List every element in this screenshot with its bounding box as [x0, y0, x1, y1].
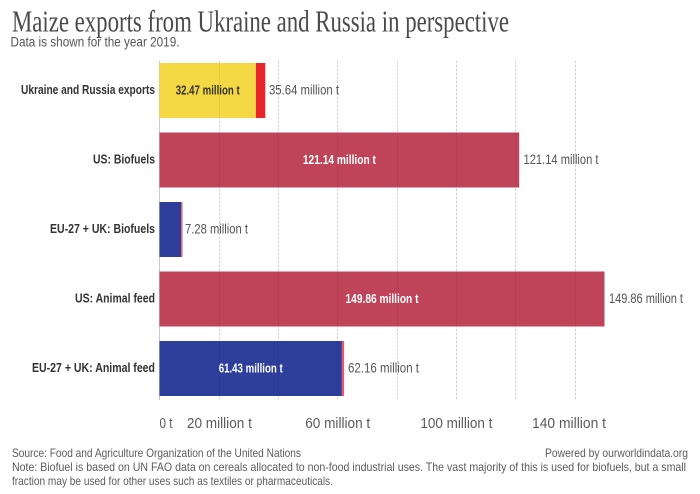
svg-text:fraction may be used for other: fraction may be used for other uses such…: [12, 474, 333, 488]
svg-text:20 million t: 20 million t: [187, 416, 252, 432]
svg-text:Data is shown for the year 201: Data is shown for the year 2019.: [11, 34, 180, 49]
svg-text:EU-27 + UK: Animal feed: EU-27 + UK: Animal feed: [32, 360, 155, 375]
svg-text:US: Biofuels: US: Biofuels: [93, 152, 155, 167]
svg-text:Ukraine and Russia exports: Ukraine and Russia exports: [21, 82, 155, 97]
svg-text:Source: Food and Agriculture O: Source: Food and Agriculture Organizatio…: [12, 446, 301, 460]
svg-text:121.14 million t: 121.14 million t: [524, 152, 599, 167]
svg-text:61.43 million t: 61.43 million t: [219, 361, 284, 375]
svg-text:32.47 million t: 32.47 million t: [176, 83, 241, 97]
svg-text:35.64 million t: 35.64 million t: [269, 83, 339, 98]
svg-text:Maize exports from Ukraine and: Maize exports from Ukraine and Russia in…: [12, 4, 509, 39]
svg-text:7.28 million t: 7.28 million t: [185, 222, 248, 237]
svg-text:149.86 million t: 149.86 million t: [346, 292, 420, 306]
svg-text:0 t: 0 t: [160, 416, 173, 432]
svg-text:Powered by ourworldindata.org: Powered by ourworldindata.org: [545, 446, 688, 460]
svg-text:Note: Biofuel is based on UN F: Note: Biofuel is based on UN FAO data on…: [12, 460, 686, 474]
svg-text:60 million t: 60 million t: [305, 416, 370, 432]
svg-text:62.16 million t: 62.16 million t: [348, 361, 419, 376]
svg-text:140 million t: 140 million t: [532, 416, 606, 432]
svg-text:US: Animal feed: US: Animal feed: [75, 291, 155, 306]
svg-text:EU-27 + UK: Biofuels: EU-27 + UK: Biofuels: [50, 221, 155, 236]
svg-text:121.14 million t: 121.14 million t: [303, 153, 377, 167]
svg-text:149.86 million t: 149.86 million t: [609, 291, 683, 306]
svg-text:100 million t: 100 million t: [420, 416, 492, 432]
